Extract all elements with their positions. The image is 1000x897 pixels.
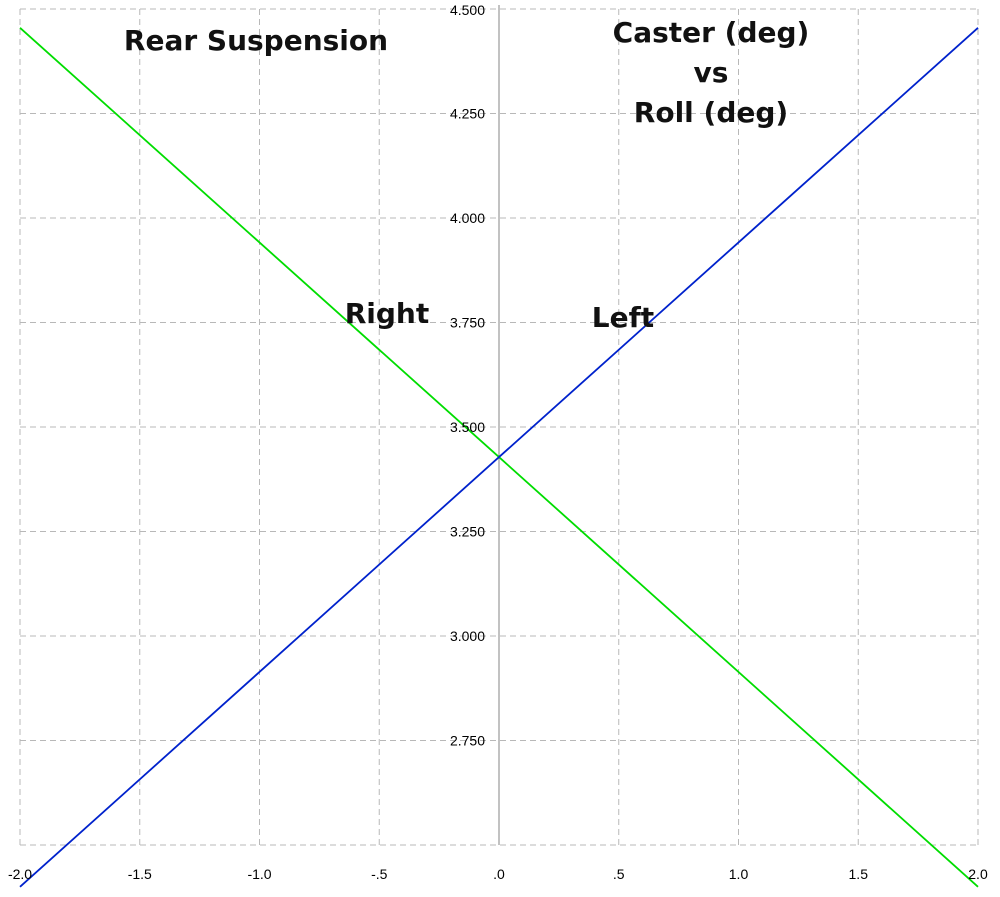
x-tick-label: -.5	[371, 866, 388, 882]
y-tick-label: 3.750	[450, 315, 485, 331]
x-tick-label: .5	[613, 866, 625, 882]
x-tick-label: 1.5	[849, 866, 869, 882]
chart-title-line-1: Caster (deg)	[613, 16, 810, 49]
series-label-right: Right	[345, 297, 430, 330]
y-tick-label: 3.250	[450, 524, 485, 540]
series-label-left: Left	[592, 301, 654, 334]
x-tick-label: .0	[493, 866, 505, 882]
chart-title-line-2: vs	[694, 56, 729, 89]
x-tick-label: -1.0	[247, 866, 271, 882]
y-tick-labels: 2.750 3.000 3.250 3.500 3.750 4.000 4.250 4.500	[450, 2, 485, 749]
x-tick-label: -1.5	[128, 866, 152, 882]
x-tick-label: 1.0	[729, 866, 749, 882]
series-line-left	[19, 27, 979, 888]
x-tick-label: -2.0	[8, 866, 32, 882]
y-tick-label: 3.000	[450, 628, 485, 644]
chart-subtitle: Rear Suspension	[124, 24, 388, 57]
y-tick-label: 4.250	[450, 106, 485, 122]
series-group	[19, 27, 979, 888]
y-tick-label: 3.500	[450, 419, 485, 435]
y-tick-label: 2.750	[450, 733, 485, 749]
y-tick-label: 4.500	[450, 2, 485, 18]
chart-title-line-3: Roll (deg)	[634, 96, 788, 129]
y-tick-label: 4.000	[450, 210, 485, 226]
x-tick-labels: -2.0 -1.5 -1.0 -.5 .0 .5 1.0 1.5 2.0	[8, 866, 988, 882]
x-tick-label: 2.0	[968, 866, 988, 882]
